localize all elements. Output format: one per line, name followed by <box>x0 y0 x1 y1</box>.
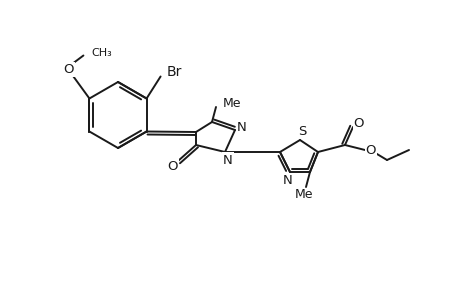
Text: S: S <box>297 124 306 137</box>
Text: O: O <box>63 63 73 76</box>
Text: O: O <box>365 143 375 157</box>
Text: O: O <box>168 160 178 172</box>
Text: Me: Me <box>223 97 241 110</box>
Text: Me: Me <box>294 188 313 202</box>
Text: CH₃: CH₃ <box>91 47 112 58</box>
Text: N: N <box>236 121 246 134</box>
Text: O: O <box>353 116 364 130</box>
Text: N: N <box>282 175 292 188</box>
Text: Br: Br <box>167 64 182 79</box>
Text: N: N <box>223 154 232 166</box>
